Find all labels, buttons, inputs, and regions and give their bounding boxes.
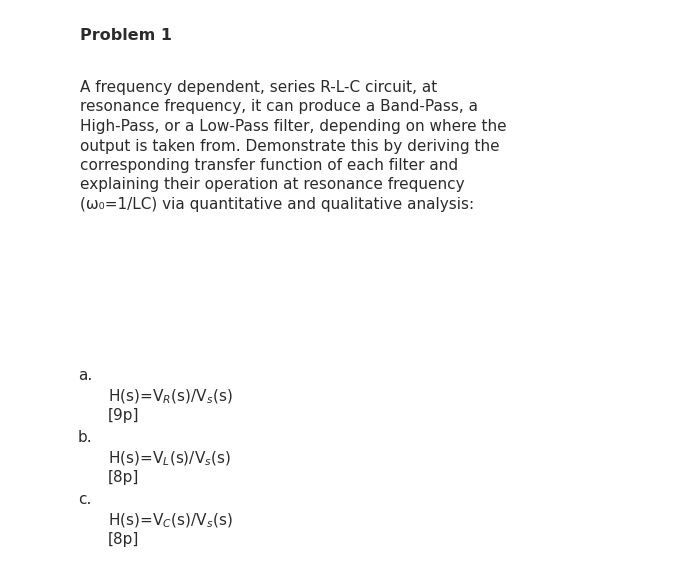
Text: a.: a.: [78, 368, 92, 383]
Text: Problem 1: Problem 1: [80, 28, 172, 43]
Text: H(s)=V$_L$(s)/V$_s$(s): H(s)=V$_L$(s)/V$_s$(s): [108, 450, 231, 468]
Text: explaining their operation at resonance frequency: explaining their operation at resonance …: [80, 178, 465, 192]
Text: H(s)=V$_R$(s)/V$_s$(s): H(s)=V$_R$(s)/V$_s$(s): [108, 388, 232, 406]
Text: [8p]: [8p]: [108, 470, 139, 485]
Text: [8p]: [8p]: [108, 532, 139, 547]
Text: c.: c.: [78, 492, 92, 507]
Text: resonance frequency, it can produce a Band-Pass, a: resonance frequency, it can produce a Ba…: [80, 100, 478, 115]
Text: A frequency dependent, series R-L-C circuit, at: A frequency dependent, series R-L-C circ…: [80, 80, 438, 95]
Text: H(s)=V$_C$(s)/V$_s$(s): H(s)=V$_C$(s)/V$_s$(s): [108, 512, 232, 530]
Text: [9p]: [9p]: [108, 408, 139, 423]
Text: (ω₀=1/LC) via quantitative and qualitative analysis:: (ω₀=1/LC) via quantitative and qualitati…: [80, 197, 474, 212]
Text: output is taken from. Demonstrate this by deriving the: output is taken from. Demonstrate this b…: [80, 138, 500, 153]
Text: corresponding transfer function of each filter and: corresponding transfer function of each …: [80, 158, 458, 173]
Text: b.: b.: [78, 430, 92, 445]
Text: High-Pass, or a Low-Pass filter, depending on where the: High-Pass, or a Low-Pass filter, dependi…: [80, 119, 507, 134]
